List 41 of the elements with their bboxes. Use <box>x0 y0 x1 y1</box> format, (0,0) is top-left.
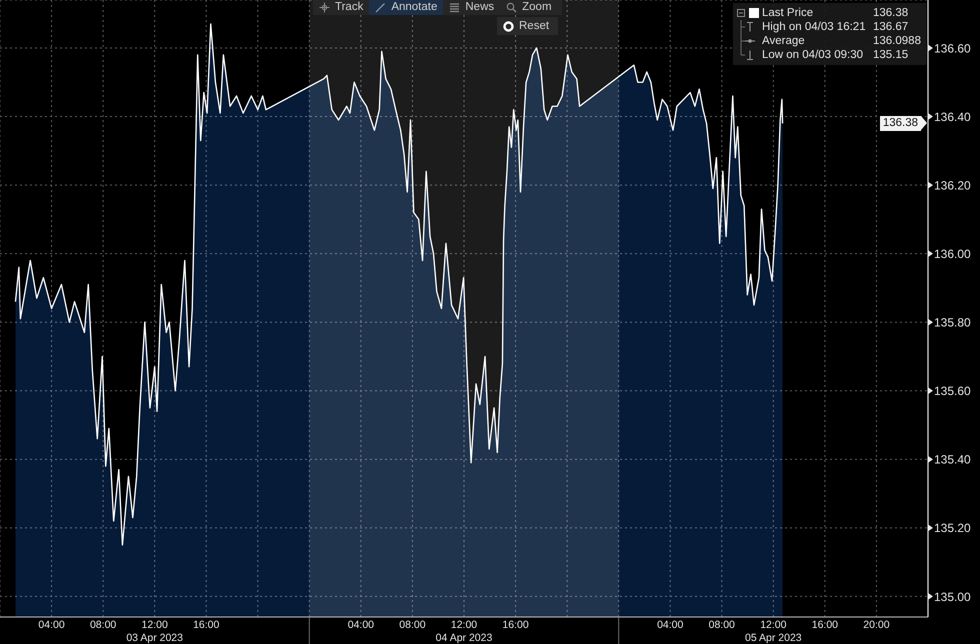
button: Reset <box>497 17 558 35</box>
x-tick-label: 04:00 <box>38 619 65 631</box>
annotation: Low on 04/03 09:30 <box>762 48 864 62</box>
annotation: 136.0988 <box>873 34 921 48</box>
annotation: Average <box>762 34 806 48</box>
x-tick-label: 08:00 <box>399 619 426 631</box>
annotation: 136.38 <box>873 6 908 20</box>
x-tick-label: 16:00 <box>502 619 529 631</box>
legend-label: Last Price <box>762 6 814 20</box>
annotation: 136.67 <box>873 20 908 34</box>
y-tick-label: 135.80 <box>934 316 972 330</box>
annotation: Annotate <box>391 0 438 15</box>
text: 04 Apr 2023 <box>436 632 492 644</box>
y-tick-label: 135.20 <box>934 521 972 536</box>
y-tick-label: 136.00 <box>934 246 972 261</box>
annotation: High on 04/03 16:21 <box>762 20 867 34</box>
x-tick-label: 12:00 <box>760 619 787 631</box>
x-tick-label: 16:00 <box>193 619 220 631</box>
annotation: 135.15 <box>873 48 908 62</box>
x-tick-label: 16:00 <box>812 619 838 631</box>
x-tick-label: 08:00 <box>708 619 736 631</box>
y-tick-label: 135.40 <box>934 452 972 467</box>
x-tick-label: 12:00 <box>450 619 478 631</box>
y-tick-label: 136.20 <box>934 178 972 192</box>
annotation: Zoom <box>522 0 552 15</box>
x-tick-label: 20:00 <box>863 619 890 631</box>
x-tick-label: 04:00 <box>657 619 684 631</box>
annotation: Track <box>335 0 364 15</box>
annotation: News <box>465 0 494 15</box>
highlighted-button: Annotate <box>369 0 444 15</box>
y-tick-label: 136.40 <box>934 110 972 124</box>
annotation: 136.38 <box>880 116 921 131</box>
y-tick-label: 135.60 <box>934 384 972 398</box>
annotation: Reset <box>519 18 550 34</box>
y-tick-label: 136.60 <box>934 41 972 56</box>
text: 03 Apr 2023 <box>126 632 183 644</box>
x-tick-label: 08:00 <box>90 619 116 631</box>
x-tick-label: 04:00 <box>348 619 374 631</box>
text: 05 Apr 2023 <box>745 632 802 644</box>
x-tick-label: 12:00 <box>142 619 168 631</box>
y-tick-label: 135.00 <box>934 590 972 604</box>
